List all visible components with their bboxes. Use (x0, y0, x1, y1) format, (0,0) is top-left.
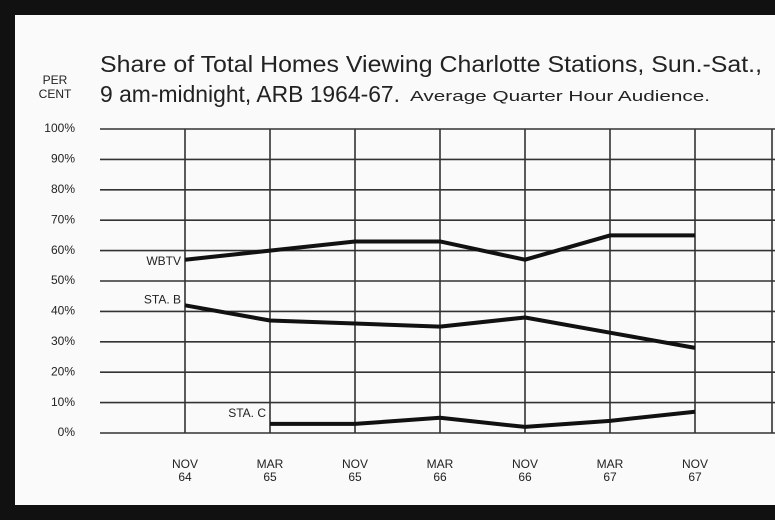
x-tick-label: NOV 67 (682, 457, 708, 484)
y-tick-label: 30% (51, 334, 75, 348)
chart-title: 9 am-midnight, ARB 1964-67. (100, 81, 400, 107)
y-tick-label: 50% (51, 273, 75, 287)
series-line (184, 303, 696, 350)
x-tick-label: NOV 64 (172, 457, 198, 484)
y-tick-label: 60% (51, 243, 75, 257)
series-label: STA. B (144, 292, 181, 306)
y-tick-label: 10% (51, 395, 75, 409)
series-label-bg (143, 252, 183, 269)
series-line (270, 409, 696, 429)
chart-subtitle: Average Quarter Hour Audience. (410, 88, 710, 105)
x-tick-label: MAR 66 (427, 457, 454, 484)
y-tick-label: 0% (58, 425, 76, 439)
y-axis-label: PER (43, 73, 68, 87)
x-tick-label: MAR 67 (597, 457, 624, 484)
y-axis-label: CENT (39, 87, 72, 101)
chart-title: Share of Total Homes Viewing Charlotte S… (100, 51, 762, 77)
y-tick-label: 90% (51, 152, 75, 166)
y-tick-label: 70% (51, 212, 75, 226)
series-label: WBTV (146, 254, 181, 268)
panel (15, 15, 775, 505)
x-tick-label: NOV 66 (512, 457, 538, 484)
y-tick-label: 40% (51, 304, 75, 318)
series-label-bg (140, 291, 183, 308)
y-tick-label: 80% (51, 182, 75, 196)
y-tick-label: 100% (44, 121, 75, 135)
x-tick-label: MAR 65 (257, 457, 284, 484)
series-label: STA. C (228, 406, 266, 420)
series-line (184, 233, 695, 262)
x-tick-label: NOV 65 (342, 457, 368, 484)
series-label-bg (225, 405, 269, 422)
y-tick-label: 20% (51, 364, 75, 378)
